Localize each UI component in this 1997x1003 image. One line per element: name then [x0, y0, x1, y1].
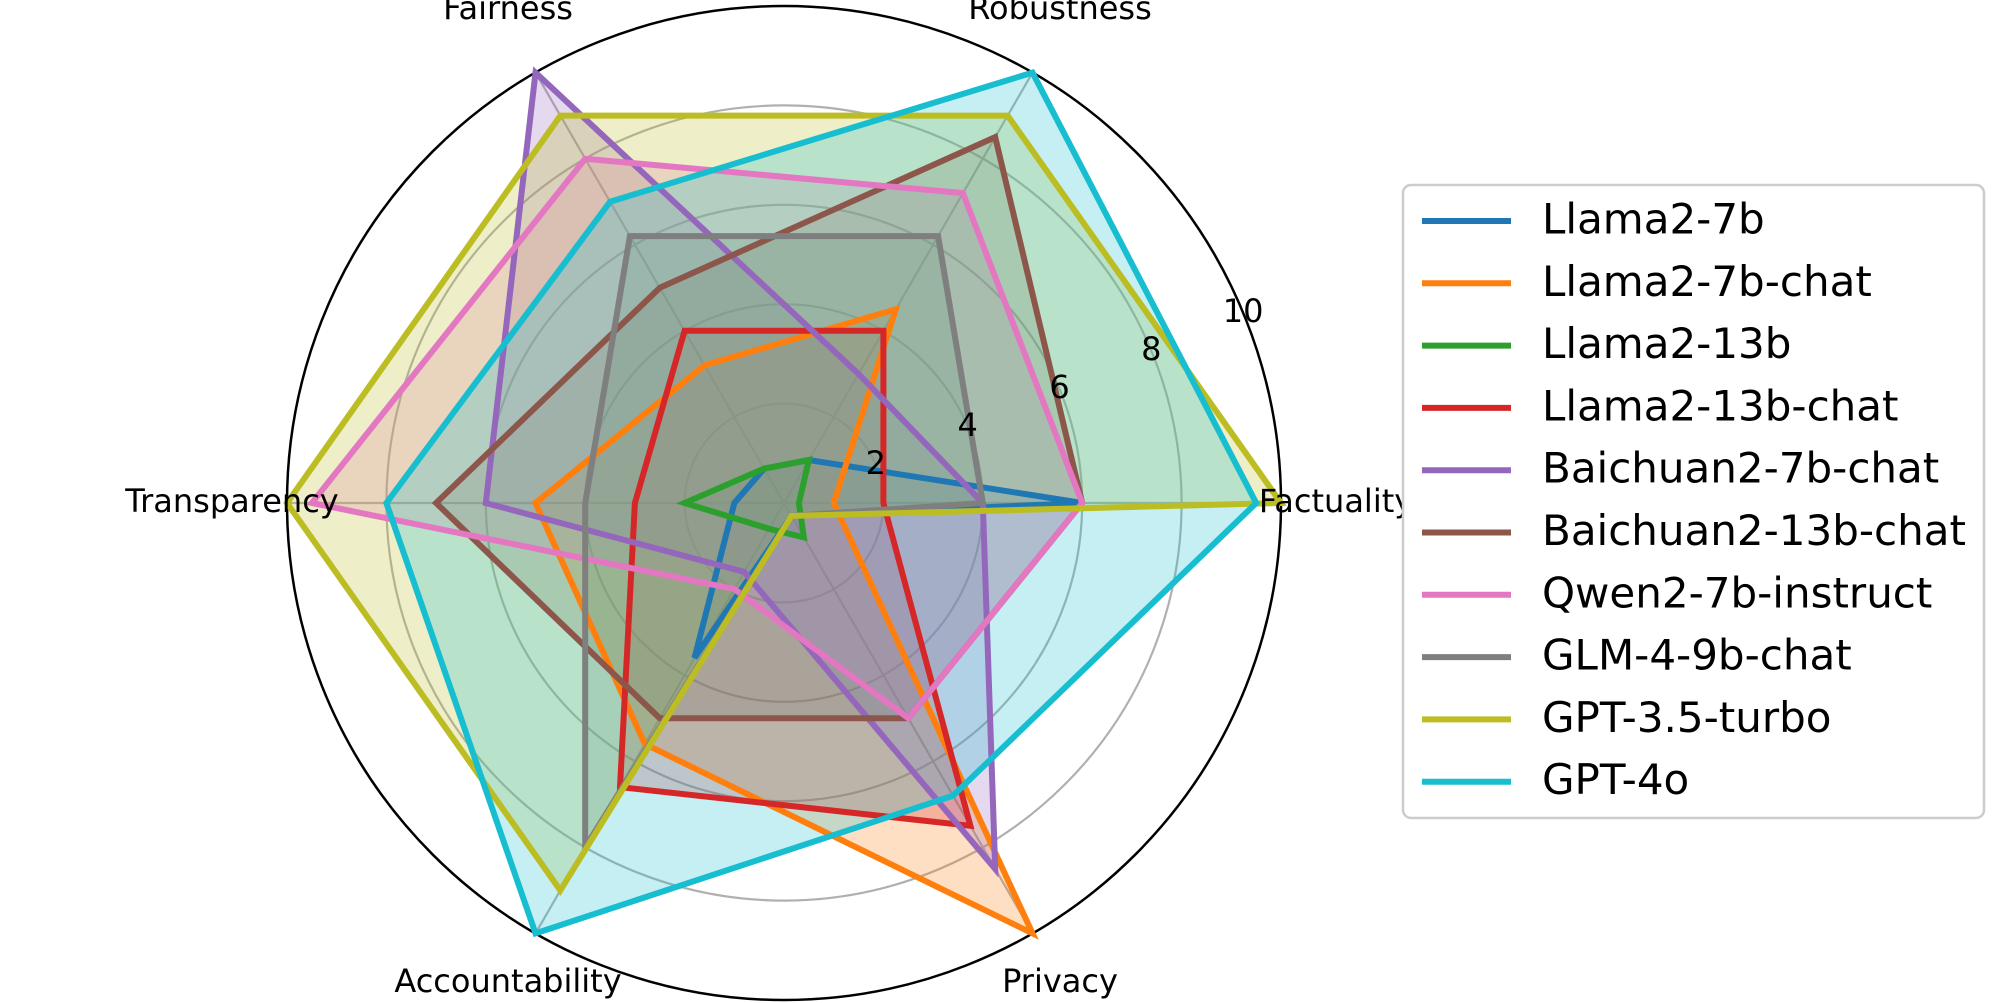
legend-label: Llama2-7b-chat: [1542, 257, 1872, 306]
series-line-4: [616, 327, 975, 830]
legend-label: GPT-4o: [1542, 755, 1689, 804]
axis-label: Robustness: [968, 0, 1152, 27]
series-line-2: [531, 304, 1039, 940]
grid-spoke: [783, 72, 1034, 504]
series-area-10: [386, 72, 1257, 934]
axis-label: Transparency: [124, 482, 338, 520]
legend-frame: [1401, 183, 1986, 820]
series-area-1: [694, 460, 1083, 658]
legend-label: Baichuan2-13b-chat: [1542, 506, 1966, 555]
series-area-9: [287, 115, 1281, 891]
legend-label: GLM-4-9b-chat: [1542, 631, 1852, 680]
legend-label: Qwen2-7b-instruct: [1542, 568, 1932, 617]
series-line-layer: [283, 66, 1287, 940]
series-area-7: [311, 158, 1083, 719]
series-line-3: [675, 456, 813, 542]
legend-label: Llama2-13b-chat: [1542, 381, 1899, 430]
series-area-3: [684, 460, 809, 538]
radial-tick-label: 6: [1049, 368, 1069, 406]
radial-tick-label: 4: [957, 406, 977, 444]
label-layer: Factuality Robustness Fairness Transparency…: [124, 0, 1413, 1000]
axis-label: Accountability: [394, 962, 621, 1000]
legend: Llama2-7b Llama2-7b-chat Llama2-13b Llama2-…: [1401, 183, 1986, 820]
legend-label: Llama2-7b: [1542, 195, 1765, 244]
radial-tick-label: 10: [1223, 292, 1264, 330]
radial-tick-label: 8: [1141, 330, 1161, 368]
legend-label: Baichuan2-7b-chat: [1542, 444, 1939, 493]
axis-label: Factuality: [1259, 482, 1413, 520]
series-area-5: [485, 72, 996, 869]
legend-label: Llama2-13b: [1542, 319, 1791, 368]
legend-label: GPT-3.5-turbo: [1542, 693, 1832, 742]
radial-tick-label: 2: [866, 444, 886, 482]
axis-label: Privacy: [1002, 962, 1118, 1000]
series-line-9: [283, 112, 1287, 896]
axis-label: Fairness: [443, 0, 573, 27]
series-line-7: [306, 155, 1086, 723]
series-line-10: [383, 69, 1260, 938]
series-fill-layer: [287, 72, 1281, 934]
series-area-6: [436, 137, 1083, 719]
series-line-5: [482, 66, 999, 878]
